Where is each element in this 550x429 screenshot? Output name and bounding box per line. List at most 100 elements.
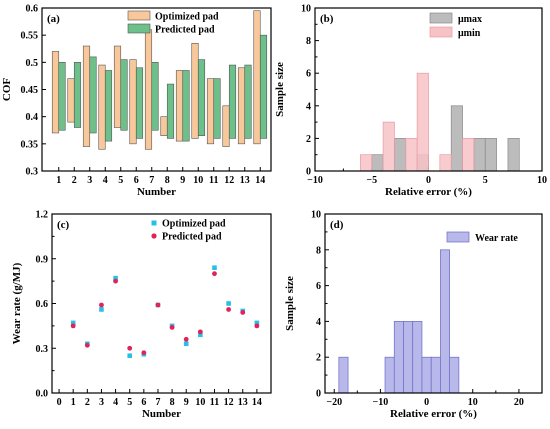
y-tick-label: 0.3 [26,167,39,178]
y-tick-label: 0.3 [36,344,49,355]
x-tick-label: 3 [99,397,104,408]
x-tick-label: 5 [118,175,123,186]
bar-predicted-9 [182,70,190,142]
bar-optimized-1 [51,51,60,134]
panel-c: 0.00.30.60.91.20 1 2 3 4 5 6 7 8 9 10 11 12 13 14Optim… [11,210,272,420]
point-optimized-12 [226,301,231,306]
y-tick-label: 4 [306,101,311,112]
y-tick-label: 0.6 [26,4,39,15]
panel-label: (a) [47,13,60,25]
histogram-bar-μmin [416,72,429,172]
panel-d: 0 2 4 6 8 10 −20 −10 0 10 20 Relative error (%) Samp… [284,210,543,420]
y-tick-label: 4 [316,317,321,328]
x-tick-label: 0 [424,397,429,408]
histogram-bar-Wear rate [430,356,441,394]
bar-predicted-13 [244,64,252,139]
x-tick-label: 2 [72,175,77,186]
histogram-bar-μmax [371,154,384,172]
panel-label: (b) [320,13,334,25]
y-tick-label: 0.35 [21,139,39,150]
point-predicted-12 [226,307,232,312]
x-tick-label: 3 [87,175,92,186]
y-tick-label: 2 [306,134,311,145]
point-predicted-7 [155,302,161,308]
histogram-bar-μmax [507,138,520,172]
histogram-bar-μmin [382,121,395,172]
legend-swatch-0 [446,231,470,243]
x-tick-label: 14 [255,175,265,186]
point-predicted-6 [141,350,147,356]
histogram-bar-Wear rate [421,356,432,394]
x-tick-label: 0 [57,397,62,408]
x-tick-label: 10 [193,175,203,186]
legend-label: μmax [458,14,482,25]
point-optimized-1 [70,320,76,326]
histogram-bar-μmin [439,154,452,172]
bar-optimized-9 [175,70,184,142]
point-predicted-10 [197,329,203,335]
y-tick-label: 1.2 [36,210,49,221]
bar-optimized-3 [82,45,91,147]
x-tick-label: 13 [240,175,250,186]
histogram-bar-μmax [450,105,463,172]
x-tick-label: 12 [224,397,234,408]
point-optimized-4 [113,275,118,281]
bar-optimized-10 [191,43,199,139]
bar-optimized-4 [98,64,106,150]
histogram-bar-Wear rate [384,356,395,394]
x-tick-label: 6 [141,397,146,408]
bar-predicted-1 [58,62,66,131]
y-tick-label: 6 [316,281,321,292]
panel-a: 0.30.350.40.450.50.550.61 2 3 4 5 6 7 8 9 10 11 12 1… [1,4,272,198]
histogram-bar-μmax [394,138,407,172]
x-tick-label: 11 [209,175,218,186]
bar-predicted-12 [228,64,237,139]
histogram-bar-μmax [484,138,497,172]
y-tick-label: 0.4 [26,112,39,123]
legend-label: μmin [458,28,481,39]
plot-frame-d [324,213,543,394]
x-tick-label: 4 [113,397,118,408]
x-tick-label: 10 [195,397,205,408]
x-tick-label: 9 [184,397,189,408]
x-tick-label: 5 [127,397,132,408]
x-axis-label: Number [137,186,176,198]
point-optimized-10 [198,332,203,338]
y-tick-label: 0 [306,167,311,178]
y-tick-label: 0.55 [21,31,39,42]
bar-predicted-2 [73,62,82,128]
point-predicted-2 [84,342,90,348]
y-tick-label: 0 [316,389,321,400]
histogram-bar-μmin [405,138,418,172]
point-predicted-11 [212,271,217,277]
legend-label: Predicted pad [155,25,215,36]
legend-marker-0 [151,220,157,226]
bar-optimized-8 [160,116,168,136]
legend-swatch-1 [429,26,453,38]
point-predicted-8 [169,324,175,330]
bar-optimized-13 [237,67,246,145]
y-tick-label: 10 [311,210,321,221]
point-optimized-9 [183,341,189,347]
x-tick-label: 13 [238,397,248,408]
x-axis-label: Relative error (%) [390,408,477,420]
x-tick-label: 10 [537,175,547,186]
plot-frame-c [51,213,272,394]
y-tick-label: 6 [306,69,311,80]
x-tick-label: 12 [224,175,234,186]
x-tick-label: 1 [71,397,76,408]
legend-swatch-0 [127,10,151,21]
x-tick-label: 5 [483,175,488,186]
x-axis-label: Number [142,408,181,420]
panel-b: 0 2 4 6 8 10 −10 −5 0 5 10 Relative error (%) Sample… [274,4,547,199]
histogram-bar-μmin [360,154,373,172]
point-predicted-13 [240,310,246,315]
y-tick-label: 0.45 [21,85,39,96]
x-axis-label: Relative error (%) [385,186,472,198]
y-tick-label: 0.6 [36,299,49,310]
x-tick-label: −10 [373,397,389,408]
histogram-bar-Wear rate [403,321,414,394]
x-tick-label: 8 [170,397,175,408]
x-tick-label: −20 [326,397,342,408]
